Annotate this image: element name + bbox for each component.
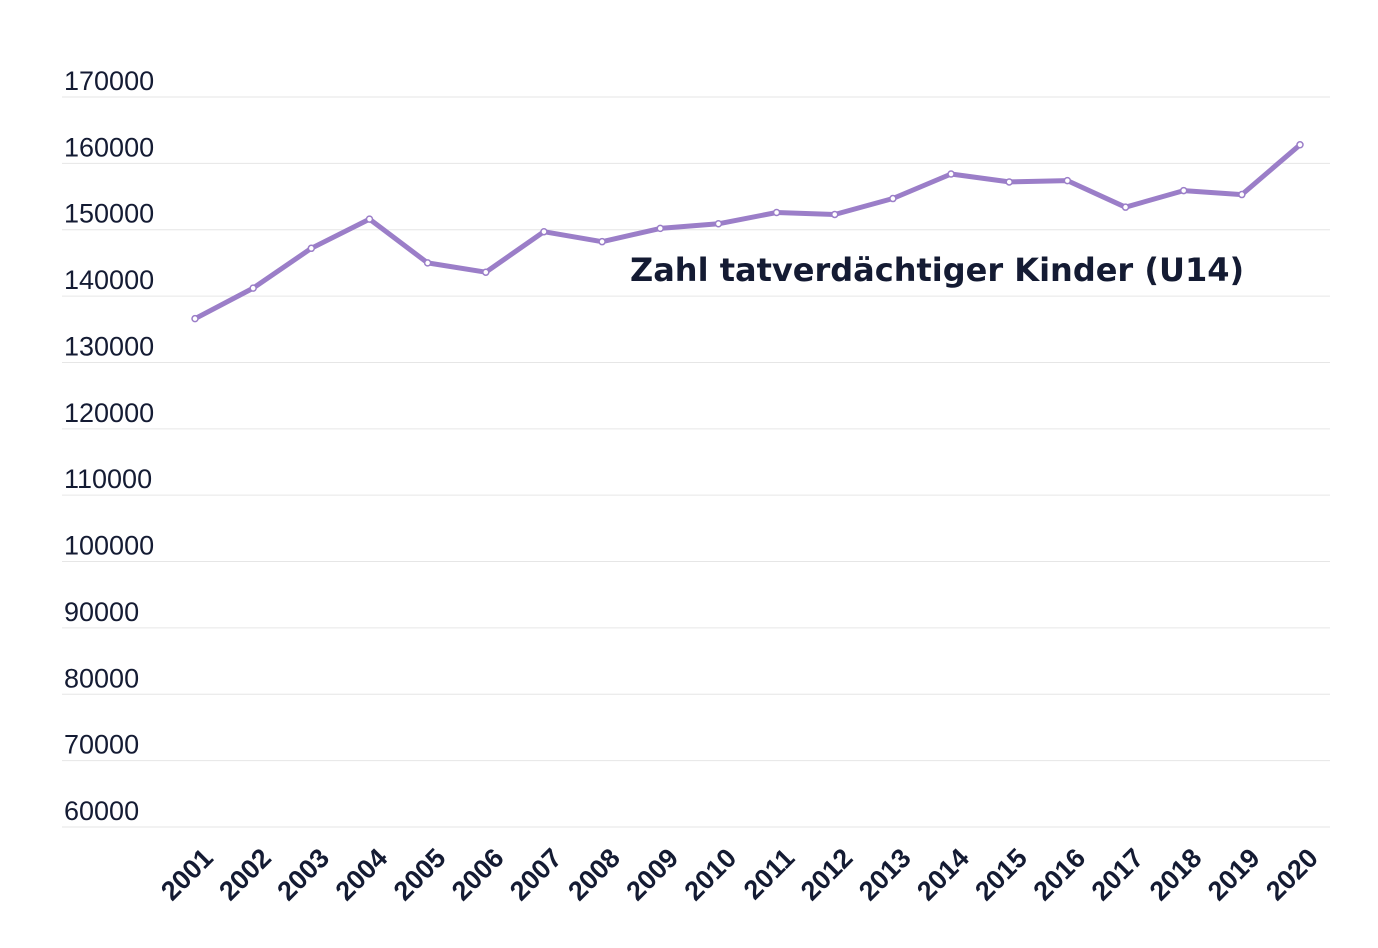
x-tick-label: 2014 (911, 843, 975, 907)
x-tick-label: 2001 (155, 843, 219, 907)
data-point (249, 284, 257, 292)
y-tick-label: 100000 (64, 531, 154, 561)
data-point (423, 259, 432, 267)
series-layer (191, 141, 1304, 323)
data-point (598, 237, 606, 246)
gridlines (62, 96, 1330, 828)
y-tick-label: 150000 (64, 199, 154, 229)
x-tick-label: 2011 (738, 843, 801, 906)
x-tick-label: 2003 (271, 843, 335, 907)
x-axis-ticks: 2001200220032004200520062007200820092010… (155, 843, 1324, 907)
y-tick-label: 140000 (64, 265, 154, 295)
data-point (830, 210, 839, 219)
x-tick-label: 2005 (388, 843, 452, 907)
x-tick-label: 2020 (1260, 843, 1324, 907)
y-tick-label: 110000 (64, 464, 152, 494)
x-tick-label: 2013 (853, 843, 917, 907)
data-point (772, 208, 781, 217)
data-point (947, 170, 955, 178)
x-tick-label: 2016 (1027, 843, 1091, 907)
data-point (1179, 186, 1188, 195)
y-axis-ticks: 170000 160000 150000 140000 130000 120000 1100… (64, 66, 154, 826)
data-point (1005, 178, 1013, 186)
x-tick-label: 2018 (1144, 843, 1208, 907)
data-point (714, 220, 723, 228)
data-point (1296, 141, 1304, 149)
x-tick-label: 2017 (1086, 843, 1150, 907)
x-tick-label: 2019 (1202, 843, 1266, 907)
data-point (1063, 176, 1072, 185)
x-tick-label: 2009 (620, 843, 684, 907)
y-tick-label: 70000 (64, 730, 139, 760)
y-tick-label: 90000 (64, 597, 139, 627)
data-point (656, 224, 665, 233)
x-tick-label: 2012 (795, 843, 859, 907)
x-tick-label: 2002 (213, 843, 277, 907)
series-label: Zahl tatverdächtiger Kinder (U14) (630, 251, 1244, 289)
data-point (307, 244, 316, 253)
data-point (191, 314, 199, 323)
data-point (1238, 190, 1246, 199)
y-tick-label: 130000 (64, 331, 154, 361)
y-tick-label: 60000 (64, 796, 139, 826)
x-tick-label: 2015 (969, 843, 1033, 907)
series-line (192, 142, 1303, 322)
x-tick-label: 2006 (446, 843, 510, 907)
data-point (540, 227, 548, 236)
y-tick-label: 170000 (64, 66, 154, 96)
data-point (482, 268, 490, 276)
x-tick-label: 2008 (562, 843, 626, 907)
x-tick-label: 2007 (504, 843, 568, 907)
data-point (889, 194, 897, 203)
x-tick-label: 2004 (330, 843, 394, 907)
x-tick-label: 2010 (679, 843, 743, 907)
y-tick-label: 120000 (64, 398, 154, 428)
data-point (365, 215, 374, 223)
y-tick-label: 160000 (64, 132, 154, 162)
y-tick-label: 80000 (64, 663, 139, 693)
data-point (1121, 203, 1130, 211)
